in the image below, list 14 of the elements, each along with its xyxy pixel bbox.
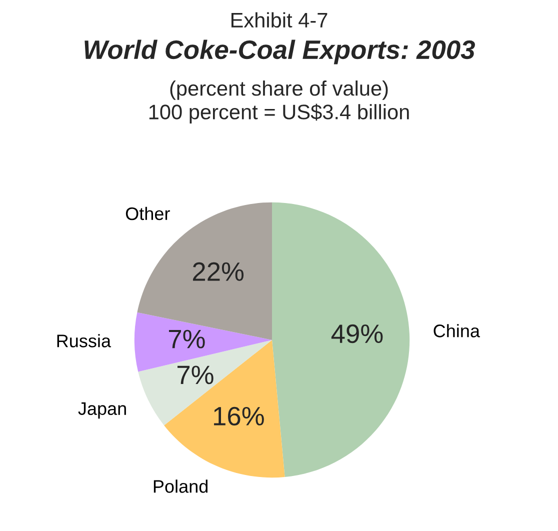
chart-subtitle: (percent share of value) 100 percent = US$3.4 billion <box>149 80 409 124</box>
chart-title: World Coke-Coal Exports: 2003 <box>84 40 475 64</box>
slice-label: Poland <box>154 480 208 493</box>
data-label: 22% <box>192 262 244 281</box>
pie-slice <box>272 202 410 477</box>
slice-label: Japan <box>78 402 126 419</box>
data-label: 16% <box>214 406 264 426</box>
data-label: 49% <box>331 324 383 344</box>
text: Exhibit 4-7 <box>231 12 328 28</box>
slice-label: China <box>434 324 480 338</box>
data-label: 7% <box>178 366 214 384</box>
data-label: 7% <box>168 330 205 348</box>
slice-label: Other <box>126 206 170 220</box>
slice-label: Russia <box>57 334 112 348</box>
